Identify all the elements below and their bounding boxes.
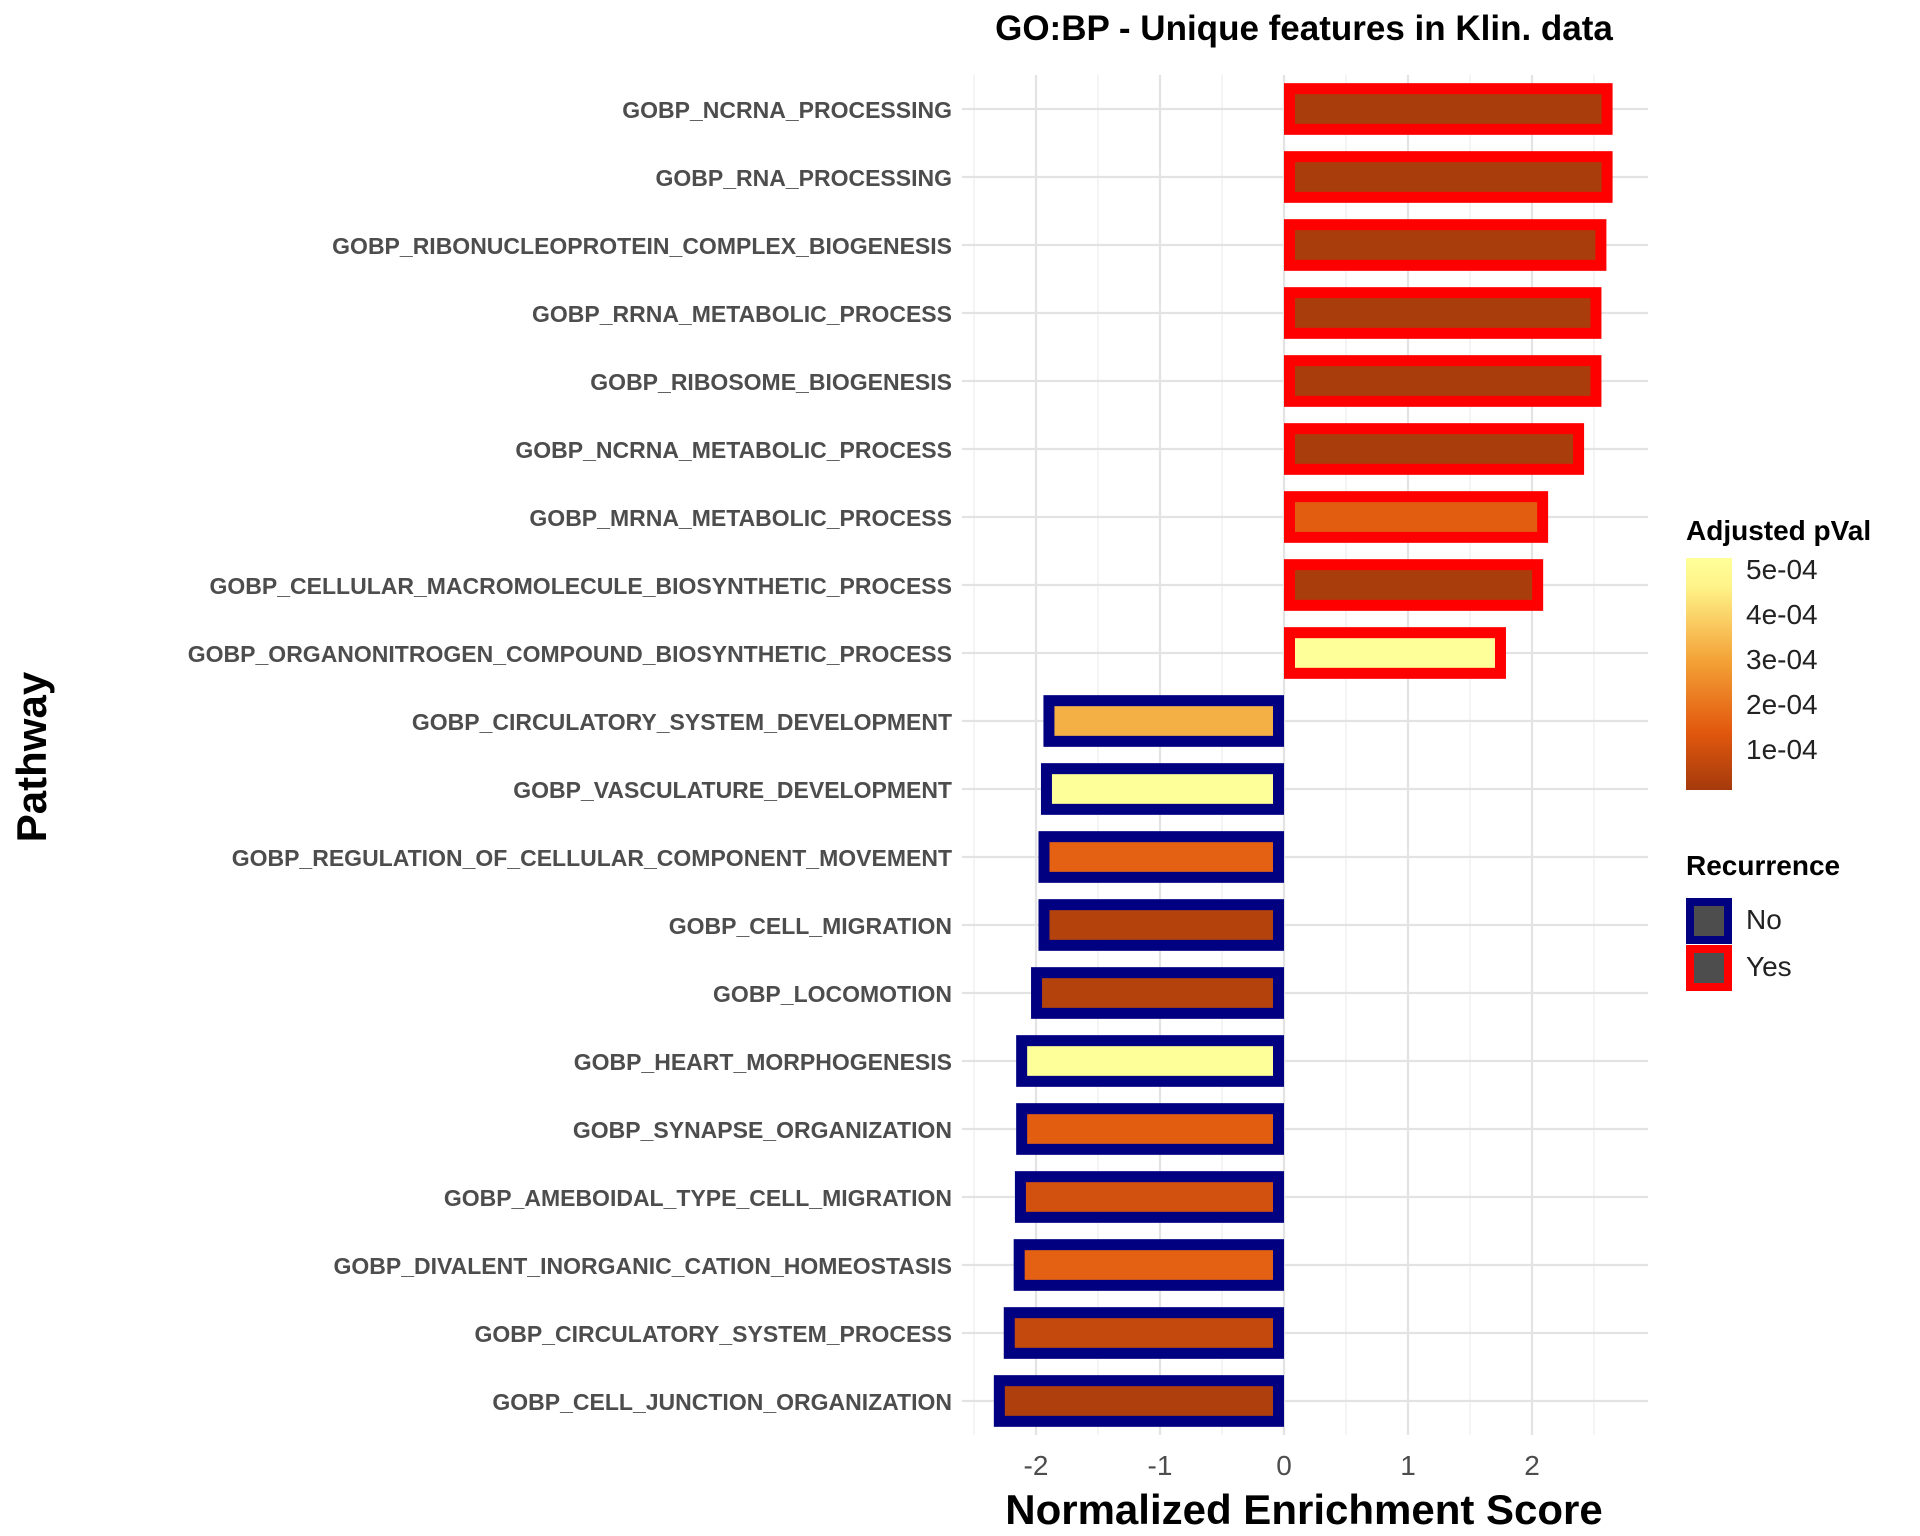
category-labels: GOBP_NCRNA_PROCESSING GOBP_RNA_PROCESSING… — [188, 97, 952, 1415]
category-label: GOBP_HEART_MORPHOGENESIS — [574, 1049, 952, 1075]
category-label: GOBP_MRNA_METABOLIC_PROCESS — [529, 505, 952, 531]
bar — [1013, 1239, 1284, 1291]
bar — [1284, 287, 1602, 339]
bar — [1284, 491, 1549, 543]
bar — [1284, 83, 1613, 135]
legend-key-no — [1686, 898, 1732, 944]
colorbar — [1686, 558, 1732, 790]
chart-title: GO:BP - Unique features in Klin. data — [995, 9, 1613, 48]
category-label: GOBP_CELL_MIGRATION — [669, 913, 952, 939]
category-label: GOBP_NCRNA_METABOLIC_PROCESS — [515, 437, 952, 463]
x-tick-labels: -2 -1 0 1 2 — [1024, 1450, 1540, 1481]
colorbar-label: 2e-04 — [1746, 689, 1818, 720]
colorbar-label: 3e-04 — [1746, 644, 1818, 675]
bar — [993, 1375, 1285, 1427]
bar — [1040, 763, 1284, 815]
legend-key-yes — [1686, 945, 1732, 991]
colorbar-label: 5e-04 — [1746, 554, 1818, 585]
category-label: GOBP_CIRCULATORY_SYSTEM_PROCESS — [474, 1321, 952, 1347]
category-label: GOBP_REGULATION_OF_CELLULAR_COMPONENT_MO… — [232, 845, 952, 871]
x-tick-label: 2 — [1524, 1450, 1540, 1481]
category-label: GOBP_VASCULATURE_DEVELOPMENT — [513, 777, 952, 803]
recurrence-legend-title: Recurrence — [1686, 850, 1841, 881]
category-label: GOBP_RNA_PROCESSING — [655, 165, 952, 191]
y-axis-title: Pathway — [8, 671, 55, 842]
category-label: GOBP_CIRCULATORY_SYSTEM_DEVELOPMENT — [412, 709, 952, 735]
bar — [1031, 967, 1285, 1019]
category-label: GOBP_RRNA_METABOLIC_PROCESS — [532, 301, 952, 327]
bar — [1284, 355, 1602, 407]
bar — [1284, 627, 1506, 679]
bar — [1284, 559, 1544, 611]
category-label: GOBP_DIVALENT_INORGANIC_CATION_HOMEOSTAS… — [333, 1253, 952, 1279]
bar — [1016, 1035, 1284, 1087]
colorbar-title: Adjusted pVal — [1686, 515, 1872, 546]
x-tick-label: 1 — [1400, 1450, 1416, 1481]
bar — [1038, 899, 1284, 951]
x-tick-label: -1 — [1148, 1450, 1173, 1481]
grid — [962, 75, 1648, 1435]
category-label: GOBP_ORGANONITROGEN_COMPOUND_BIOSYNTHETI… — [188, 641, 952, 667]
bar — [1284, 423, 1585, 475]
category-label: GOBP_NCRNA_PROCESSING — [622, 97, 952, 123]
bar — [1003, 1307, 1284, 1359]
bar — [1016, 1103, 1284, 1155]
legend-label-no: No — [1746, 904, 1782, 935]
colorbar-label: 1e-04 — [1746, 734, 1818, 765]
bars — [993, 83, 1613, 1427]
legend-label-yes: Yes — [1746, 951, 1792, 982]
x-tick-label: 0 — [1276, 1450, 1292, 1481]
category-label: GOBP_RIBOSOME_BIOGENESIS — [590, 369, 952, 395]
category-label: GOBP_CELLULAR_MACROMOLECULE_BIOSYNTHETIC… — [210, 573, 952, 599]
bar — [1284, 151, 1613, 203]
x-tick-label: -2 — [1024, 1450, 1049, 1481]
category-label: GOBP_SYNAPSE_ORGANIZATION — [573, 1117, 952, 1143]
category-label: GOBP_AMEBOIDAL_TYPE_CELL_MIGRATION — [444, 1185, 952, 1211]
category-label: GOBP_CELL_JUNCTION_ORGANIZATION — [492, 1389, 952, 1415]
category-label: GOBP_RIBONUCLEOPROTEIN_COMPLEX_BIOGENESI… — [332, 233, 952, 259]
bar — [1043, 695, 1284, 747]
x-axis-title: Normalized Enrichment Score — [1005, 1486, 1603, 1533]
bar — [1014, 1171, 1284, 1223]
bar — [1038, 831, 1284, 883]
colorbar-label: 4e-04 — [1746, 599, 1818, 630]
category-label: GOBP_LOCOMOTION — [713, 981, 952, 1007]
bar — [1284, 219, 1607, 271]
